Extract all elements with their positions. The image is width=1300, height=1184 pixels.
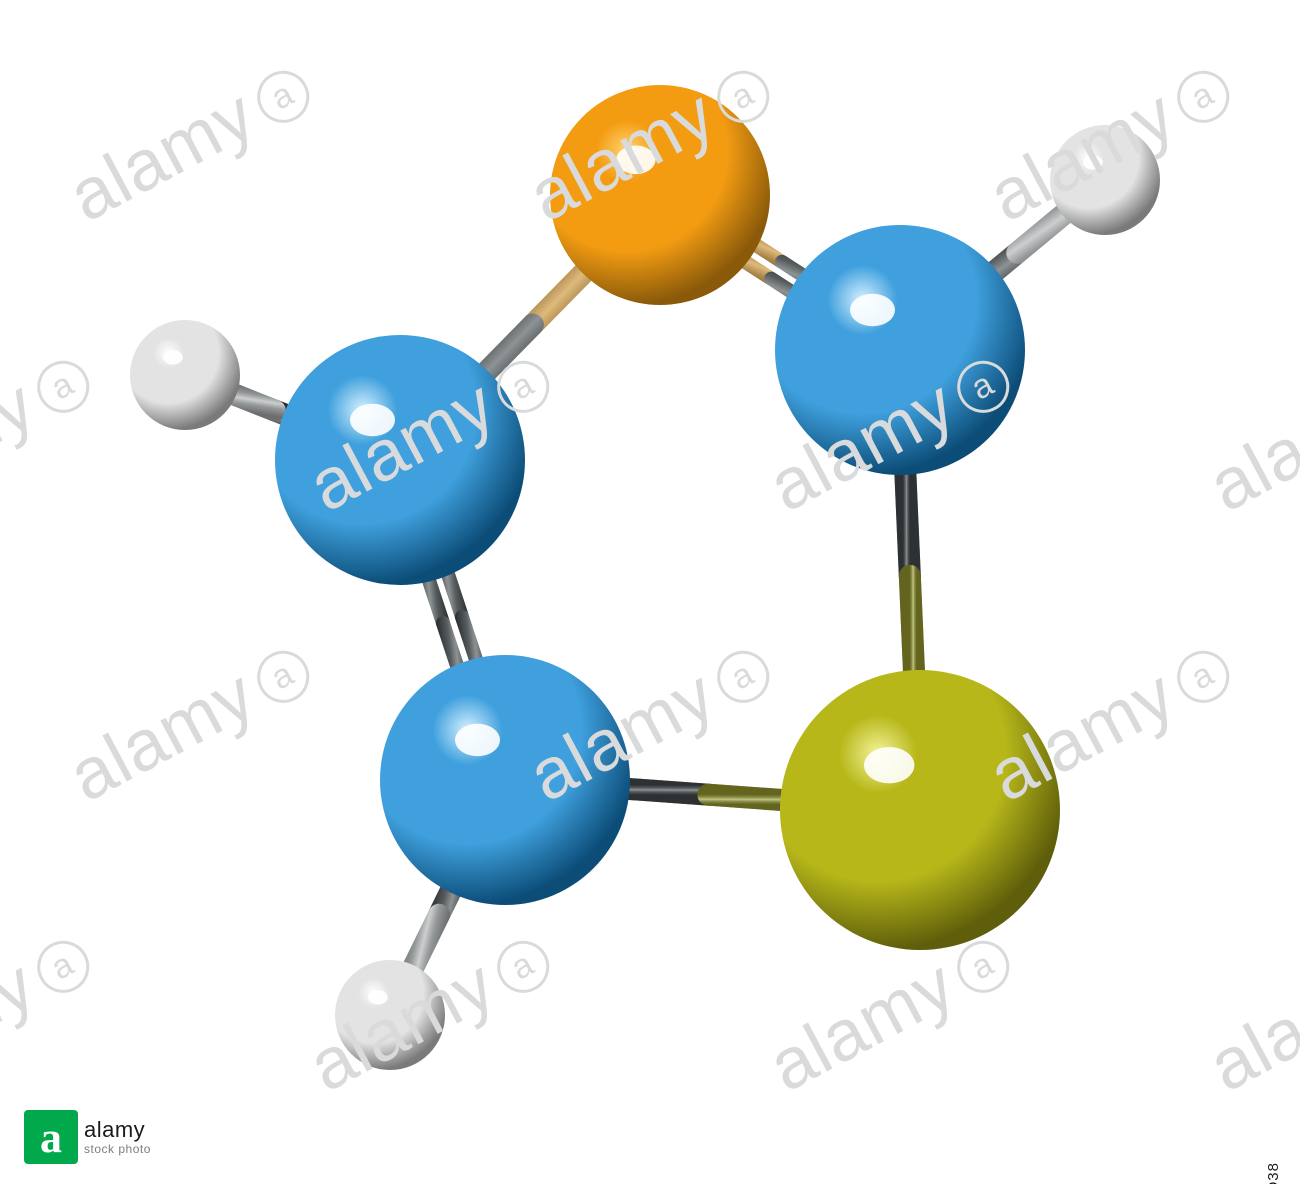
alamy-logo-tagline: stock photo xyxy=(84,1143,151,1155)
atom-h xyxy=(130,320,240,430)
alamy-logo-brand: alamy xyxy=(84,1119,151,1141)
alamy-logo-mark: a xyxy=(24,1110,78,1164)
image-id-label: Image ID: 2M1YD38 xyxy=(1265,1162,1282,1184)
alamy-logo-letter: a xyxy=(40,1112,62,1163)
alamy-logo-text: alamy stock photo xyxy=(84,1119,151,1155)
molecule-diagram-stage: alamy aalamy aalamy aalamy aalamy aalamy… xyxy=(0,0,1300,1184)
alamy-logo: a alamy stock photo xyxy=(24,1110,151,1164)
